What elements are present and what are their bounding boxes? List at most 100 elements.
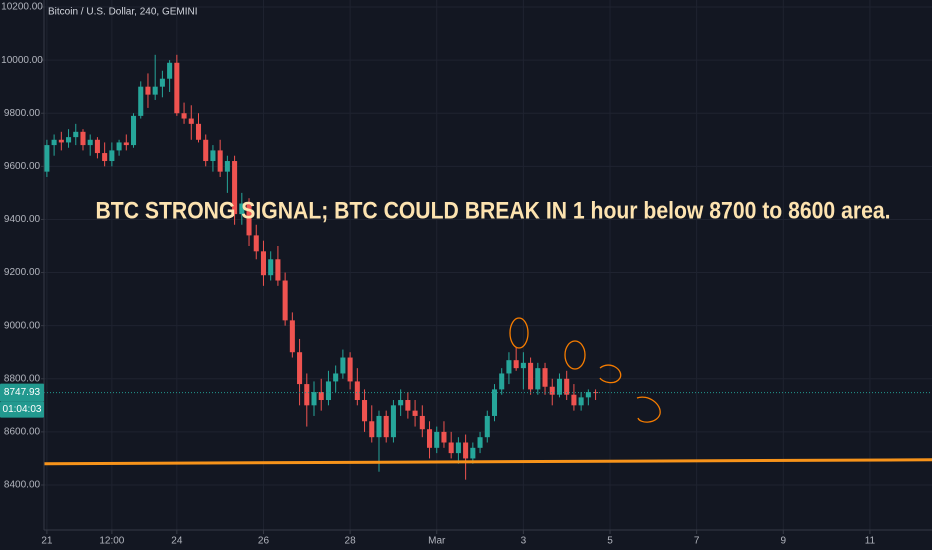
last-price-box — [0, 383, 44, 402]
candle-body — [318, 392, 324, 401]
candle-body — [383, 415, 389, 438]
candle-body — [340, 357, 346, 374]
candle-body — [130, 115, 137, 146]
candle-body — [506, 360, 512, 374]
support-line — [43, 458, 932, 466]
y-tick-label: 9200.00 — [4, 267, 41, 278]
candle-body — [167, 62, 173, 79]
candle-body — [94, 139, 100, 154]
y-tick-label: 9000.00 — [4, 320, 41, 331]
candle-body — [585, 392, 591, 398]
x-tick-label: 24 — [171, 536, 183, 547]
candle-body — [282, 280, 288, 321]
candle-body — [412, 410, 418, 416]
candle-body — [102, 153, 108, 162]
candle-body — [44, 145, 50, 172]
axes: 8400.00 8600.00 8800.00 9000.00 9200.00 9400.… — [0, 2, 876, 547]
candle-body — [535, 368, 541, 390]
candle-body — [311, 392, 317, 406]
candle-body — [549, 386, 555, 395]
y-tick-label: 10000.00 — [1, 55, 43, 66]
y-tick-label: 8400.00 — [4, 480, 41, 491]
candle-body — [58, 139, 64, 143]
candle-body — [499, 373, 505, 390]
countdown-box — [0, 401, 44, 418]
candle-body — [426, 429, 433, 448]
circle-marker — [509, 317, 529, 349]
candle-body — [470, 447, 476, 459]
candle-body — [513, 360, 519, 369]
candle-body — [246, 203, 252, 236]
candle-body — [354, 381, 360, 401]
x-tick-label: 28 — [345, 536, 357, 547]
circle-marker — [564, 340, 586, 370]
x-tick-label: Mar — [428, 536, 446, 547]
candle-body — [66, 137, 72, 143]
x-tick-label: 11 — [865, 536, 876, 547]
candle-body — [520, 362, 526, 369]
plot — [43, 54, 932, 480]
grid — [44, 0, 932, 530]
candle-body — [477, 437, 483, 448]
candle-body — [224, 161, 230, 172]
candle-body — [419, 415, 425, 430]
candle-body — [325, 381, 331, 401]
candle-body — [297, 352, 303, 385]
candle-body — [217, 150, 223, 172]
candle-body — [542, 368, 548, 387]
annotation: BTC STRONG SIGNAL; BTC COULD BREAK IN 1 … — [96, 197, 891, 224]
x-tick-label: 21 — [41, 536, 53, 547]
candle-body — [376, 415, 382, 438]
candle-body — [232, 161, 238, 215]
x-tick-label: 12:00 — [99, 536, 124, 547]
x-tick-label: 26 — [258, 536, 270, 547]
candle-body — [369, 421, 375, 438]
candle-body — [463, 442, 469, 459]
candle-body — [390, 405, 396, 438]
candle-body — [195, 123, 202, 140]
candle-body — [455, 442, 461, 454]
candle-body — [80, 131, 86, 146]
y-tick-label: 8600.00 — [4, 427, 41, 438]
candle-body — [145, 86, 151, 95]
candle-body — [593, 392, 599, 394]
candle-body — [268, 259, 274, 276]
x-tick-label: 9 — [780, 536, 786, 547]
candle-body — [398, 400, 404, 406]
last-price-label: 8747.93 — [4, 387, 41, 398]
candle-body — [116, 142, 122, 151]
candle-body — [564, 378, 570, 395]
candle-body — [87, 139, 93, 146]
x-tick-label: 5 — [607, 536, 613, 547]
hand-drawings — [509, 317, 661, 423]
candle-body — [362, 400, 368, 422]
candle-body — [448, 442, 454, 454]
candle-body — [73, 131, 79, 138]
candle-body — [434, 431, 440, 448]
candle-body — [109, 150, 115, 162]
candle-body — [556, 378, 562, 395]
candle-body — [571, 394, 577, 406]
candle-body — [188, 118, 194, 124]
circle-marker — [599, 364, 622, 384]
candle-body — [484, 415, 490, 438]
y-tick-label: 10200.00 — [1, 2, 43, 13]
x-tick-label: 7 — [694, 536, 700, 547]
y-tick-label: 9400.00 — [4, 214, 41, 225]
candle-body — [528, 362, 534, 390]
candle-body — [51, 139, 57, 146]
candle-body — [275, 259, 281, 281]
candle-body — [253, 235, 259, 252]
candle-body — [347, 357, 353, 382]
candle-body — [289, 320, 295, 353]
candle-body — [210, 150, 216, 162]
candle-body — [159, 78, 165, 87]
y-tick-label: 8800.00 — [4, 373, 41, 384]
candle-body — [123, 142, 129, 146]
candle-body — [304, 384, 310, 406]
candle-body — [239, 203, 245, 215]
candle-body — [138, 86, 144, 116]
chart-title: Bitcoin / U.S. Dollar, 240, GEMINI — [48, 7, 198, 18]
